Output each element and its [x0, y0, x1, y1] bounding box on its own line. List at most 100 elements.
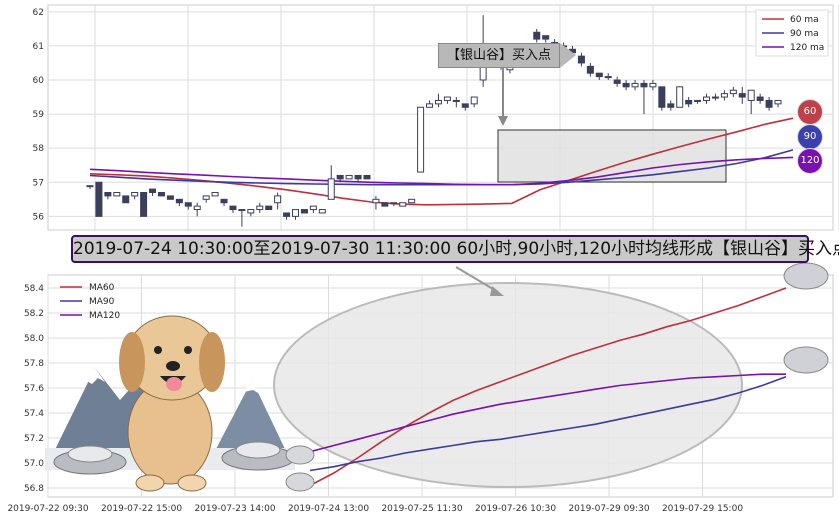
candle-body: [577, 55, 585, 64]
top-y-tick-label: 59: [33, 110, 45, 120]
buy-point-callout: 【银山谷】买入点: [438, 43, 560, 68]
bottom-y-tick-label: 57.6: [24, 384, 44, 394]
banner-pointer-head: [490, 286, 504, 296]
candle-body: [604, 76, 612, 79]
candle-body: [756, 96, 764, 101]
bottom-x-tick-label: 2019-07-22 09:30: [7, 504, 88, 514]
bottom-x-tick-label: 2019-07-29 09:30: [568, 504, 649, 514]
candle-body: [640, 82, 648, 88]
legend-label-MA90: MA90: [89, 297, 115, 307]
candle-body: [175, 198, 183, 204]
candle-body: [765, 99, 773, 108]
candle-body: [372, 198, 380, 204]
candle-body: [140, 192, 148, 217]
candle-body: [157, 192, 165, 197]
bottom-x-tick-label: 2019-07-26 10:30: [475, 504, 556, 514]
candle-body: [166, 195, 174, 200]
badge-90: 90: [797, 124, 823, 150]
bottom-y-tick-labels: 58.4 58.2 58.0 57.8 57.6 57.4 57.2 57.0 56.8: [24, 284, 44, 494]
candle-body: [131, 192, 139, 197]
candle-body: [738, 93, 746, 98]
candle-body: [533, 31, 541, 40]
bottom-x-tick-label: 2019-07-24 13:00: [288, 504, 369, 514]
bottom-y-tick-label: 58.0: [24, 334, 44, 344]
candle-body: [443, 96, 451, 101]
candle-body: [95, 181, 103, 217]
candle-body: [202, 195, 210, 200]
top-y-tick-label: 56: [33, 212, 45, 222]
candle-body: [649, 82, 657, 88]
candle-body: [318, 209, 326, 214]
candle-body: [703, 96, 711, 101]
badge-60: 60: [797, 99, 823, 125]
bottom-ma-line-MA90: [309, 376, 787, 472]
candle-body: [229, 205, 237, 211]
top-ma-lines: [89, 117, 794, 206]
dog-illustration: [119, 315, 225, 492]
signal-banner: 2019-07-24 10:30:00至2019-07-30 11:30:00 …: [71, 235, 839, 263]
bottom-y-tick-label: 58.4: [24, 284, 44, 294]
candle-body: [390, 202, 398, 205]
legend-label-120ma: 120 ma: [790, 43, 824, 53]
candle-body: [381, 202, 389, 207]
candle-body: [256, 205, 264, 211]
bottom-y-tick-label: 57.8: [24, 359, 44, 369]
candle-body: [586, 65, 594, 74]
candle-body: [595, 72, 603, 78]
candle-body: [274, 195, 282, 204]
top-y-tick-label: 61: [33, 42, 44, 52]
bottom-ma-line-MA60: [309, 287, 787, 487]
candle-body: [408, 198, 416, 204]
top-legend: 60 ma 90 ma 120 ma: [755, 9, 829, 57]
candle-body: [292, 209, 300, 217]
bottom-x-tick-label: 2019-07-23 14:00: [194, 504, 275, 514]
candle-body: [667, 103, 675, 108]
highlight-ellipse: [273, 282, 743, 488]
bottom-y-tick-label: 57.4: [24, 409, 44, 419]
candle-body: [184, 202, 192, 207]
bottom-y-tick-label: 58.2: [24, 309, 44, 319]
candle-body: [711, 96, 719, 99]
candle-body: [452, 99, 460, 102]
highlight-box: [497, 129, 727, 183]
bottom-y-tick-label: 57.0: [24, 459, 44, 469]
candle-body: [345, 174, 353, 180]
callout-pointer-head: [498, 116, 508, 126]
candle-body: [354, 174, 362, 180]
candle-body: [300, 209, 308, 214]
candle-body: [461, 103, 469, 108]
top-y-tick-label: 58: [33, 144, 45, 154]
candle-body: [747, 89, 755, 101]
bottom-ma-line-MA120: [309, 373, 786, 453]
bottom-ma-lines: [309, 287, 787, 487]
top-ma-line-120ma: [89, 156, 794, 186]
bottom-x-tick-labels: 2019-07-22 09:30 2019-07-22 15:00 2019-07-…: [7, 504, 743, 514]
badge-120: 120: [797, 148, 823, 174]
candle-body: [685, 99, 693, 105]
candle-body: [211, 192, 219, 197]
top-y-tick-label: 62: [33, 8, 44, 18]
callout-arrow-tip: [560, 43, 576, 68]
candle-body: [434, 99, 442, 105]
top-grid: [48, 5, 839, 230]
candle-body: [694, 99, 702, 102]
legend-label-MA120: MA120: [89, 311, 120, 321]
candle-body: [86, 185, 94, 188]
ingot-illustration: [53, 262, 829, 492]
candle-body: [220, 198, 228, 204]
bottom-x-tick-label: 2019-07-22 15:00: [101, 504, 182, 514]
candle-body: [613, 79, 621, 84]
top-plot-area: [47, 4, 834, 231]
candle-body: [631, 82, 639, 88]
candle-body: [149, 188, 157, 194]
candle-body: [542, 35, 550, 40]
bottom-y-tick-label: 57.2: [24, 434, 44, 444]
candle-body: [265, 205, 273, 211]
candle-body: [658, 86, 666, 108]
candle-body: [327, 178, 335, 200]
candle-body: [193, 205, 201, 211]
top-y-tick-label: 57: [33, 178, 44, 188]
candle-body: [399, 202, 407, 207]
candle-body: [336, 174, 344, 180]
